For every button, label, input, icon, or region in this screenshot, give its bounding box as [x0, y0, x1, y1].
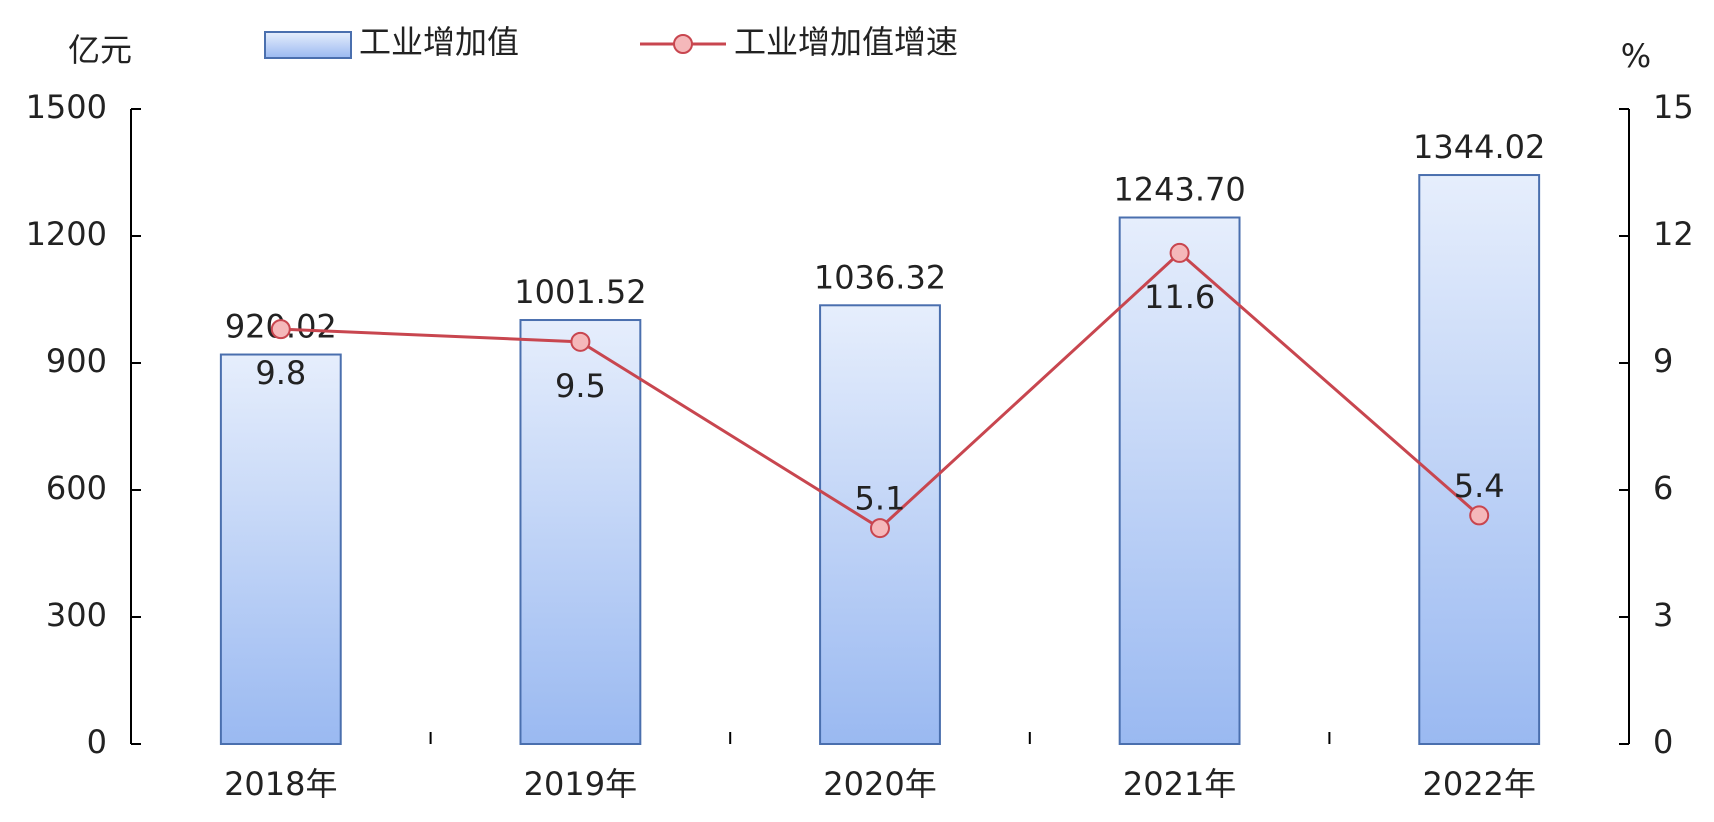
y-axis-label: 亿元 [68, 31, 132, 69]
x-tick-label: 2022年 [1422, 765, 1535, 803]
bar-value-label: 1001.52 [514, 273, 646, 311]
legend-swatch [673, 34, 693, 54]
legend-swatch [264, 31, 352, 59]
x-tick-label: 2018年 [224, 765, 337, 803]
bar-value-label: 1344.02 [1413, 128, 1545, 166]
y2-tick-label: 15 [1653, 88, 1694, 126]
y2-tick-label: 9 [1653, 342, 1673, 380]
legend-label: 工业增加值增速 [734, 23, 958, 61]
y-tick-label: 600 [46, 469, 107, 507]
y2-axis-label: % [1621, 37, 1651, 75]
bar [519, 319, 642, 745]
line-marker [570, 331, 591, 352]
bar-value-label: 1243.70 [1113, 171, 1245, 209]
y2-tick-label: 6 [1653, 469, 1673, 507]
y2-tick-label: 0 [1653, 723, 1673, 761]
y2-tick-label: 12 [1653, 215, 1694, 253]
line-value-label: 9.8 [255, 354, 306, 392]
x-tick-label: 2021年 [1123, 765, 1236, 803]
y2-tick-label: 3 [1653, 596, 1673, 634]
bar [1418, 174, 1541, 745]
y-tick-label: 900 [46, 342, 107, 380]
bar [219, 353, 342, 745]
line-marker [870, 518, 890, 539]
y-tick-label: 0 [87, 723, 107, 761]
bar-value-label: 1036.32 [814, 258, 946, 296]
line-value-label: 5.4 [1454, 467, 1505, 505]
x-tick-label: 2020年 [823, 765, 936, 803]
y-tick-label: 1500 [26, 88, 107, 126]
line-marker [1469, 505, 1490, 526]
line-marker [1169, 242, 1190, 263]
line-value-label: 5.1 [855, 480, 906, 518]
bar [1118, 216, 1241, 746]
x-tick-label: 2019年 [524, 765, 637, 803]
line-value-label: 9.5 [555, 367, 606, 405]
y-tick-label: 1200 [26, 215, 107, 253]
legend-label: 工业增加值 [359, 23, 519, 61]
y-tick-label: 300 [46, 596, 107, 634]
line-value-label: 11.6 [1144, 278, 1215, 316]
line-marker [270, 319, 291, 340]
